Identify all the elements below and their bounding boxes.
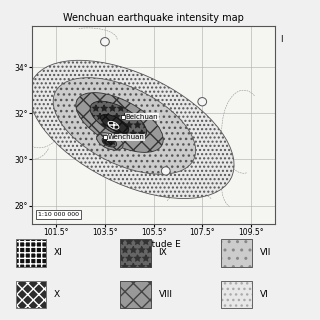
Text: X: X	[54, 290, 60, 299]
Circle shape	[198, 98, 207, 106]
Ellipse shape	[76, 92, 163, 152]
FancyBboxPatch shape	[120, 239, 151, 267]
Ellipse shape	[105, 140, 112, 145]
Text: 1:10 000 000: 1:10 000 000	[38, 212, 79, 217]
Ellipse shape	[100, 115, 129, 133]
Ellipse shape	[90, 101, 147, 139]
Text: Beichuan: Beichuan	[126, 114, 158, 120]
Text: VII: VII	[260, 248, 271, 257]
Title: Wenchuan earthquake intensity map: Wenchuan earthquake intensity map	[63, 13, 244, 23]
Text: I: I	[280, 35, 283, 44]
X-axis label: Longitude E: Longitude E	[127, 240, 180, 249]
Text: Wenchuan: Wenchuan	[108, 134, 144, 140]
Ellipse shape	[108, 121, 119, 129]
Text: XI: XI	[54, 248, 63, 257]
Ellipse shape	[29, 60, 234, 198]
FancyBboxPatch shape	[221, 239, 252, 267]
Text: IX: IX	[158, 248, 167, 257]
FancyBboxPatch shape	[16, 281, 46, 308]
Ellipse shape	[53, 78, 196, 174]
Circle shape	[100, 37, 109, 46]
Text: VIII: VIII	[158, 290, 172, 299]
Ellipse shape	[97, 133, 123, 150]
FancyBboxPatch shape	[16, 239, 46, 267]
Ellipse shape	[102, 137, 116, 147]
FancyBboxPatch shape	[221, 281, 252, 308]
Circle shape	[161, 167, 170, 175]
Text: VI: VI	[260, 290, 268, 299]
FancyBboxPatch shape	[120, 281, 151, 308]
